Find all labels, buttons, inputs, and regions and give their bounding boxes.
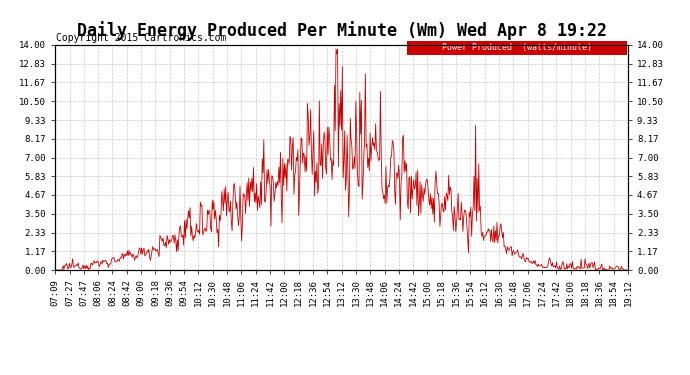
Title: Daily Energy Produced Per Minute (Wm) Wed Apr 8 19:22: Daily Energy Produced Per Minute (Wm) We…	[77, 21, 607, 40]
Text: Copyright 2015 Cartronics.com: Copyright 2015 Cartronics.com	[56, 33, 226, 43]
